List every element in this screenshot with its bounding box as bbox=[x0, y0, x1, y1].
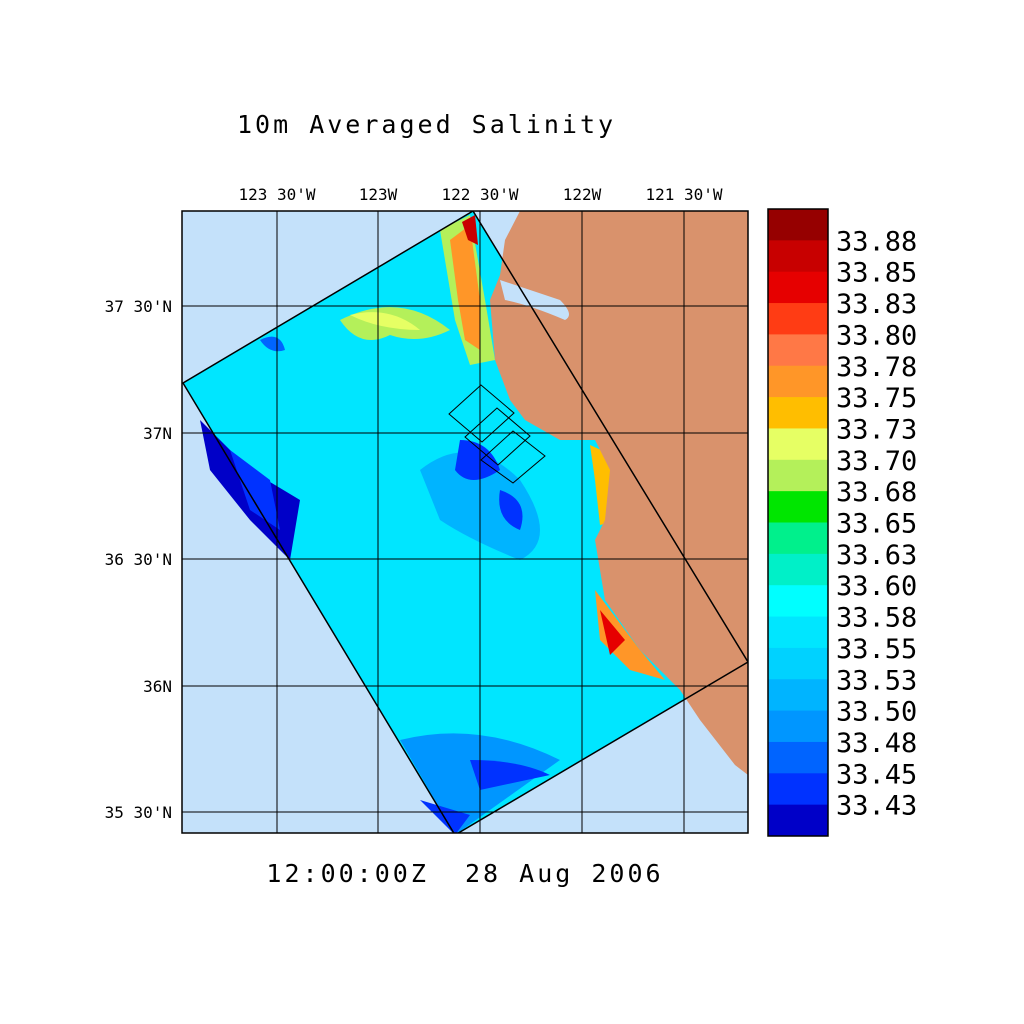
colorbar-swatch bbox=[768, 804, 828, 837]
salinity-features bbox=[200, 215, 665, 833]
latitude-label: 37 30'N bbox=[105, 297, 172, 316]
colorbar-label: 33.43 bbox=[836, 791, 917, 822]
colorbar-label: 33.45 bbox=[836, 759, 917, 790]
colorbar-swatch bbox=[768, 271, 828, 304]
colorbar-swatch bbox=[768, 710, 828, 743]
colorbar-label: 33.63 bbox=[836, 540, 917, 571]
colorbar-swatch bbox=[768, 773, 828, 806]
colorbar-label: 33.75 bbox=[836, 383, 917, 414]
colorbar-label: 33.53 bbox=[836, 665, 917, 696]
colorbar-label: 33.58 bbox=[836, 603, 917, 634]
colorbar-label: 33.68 bbox=[836, 477, 917, 508]
map-area bbox=[182, 211, 748, 833]
longitude-label: 122W bbox=[563, 185, 602, 204]
plot-frame bbox=[181, 210, 749, 834]
colorbar-frame bbox=[767, 208, 829, 837]
colorbar-swatch bbox=[768, 647, 828, 680]
longitude-label: 122 30'W bbox=[441, 185, 518, 204]
nested-boxes bbox=[448, 384, 546, 484]
colorbar-swatch bbox=[768, 585, 828, 618]
colorbar-label: 33.83 bbox=[836, 289, 917, 320]
colorbar-swatch bbox=[768, 522, 828, 555]
colorbar-swatch bbox=[768, 679, 828, 712]
colorbar-swatch bbox=[768, 741, 828, 774]
colorbar-label: 33.70 bbox=[836, 446, 917, 477]
colorbar: 33.8833.8533.8333.8033.7833.7533.7333.70… bbox=[767, 208, 917, 837]
colorbar-label: 33.48 bbox=[836, 728, 917, 759]
colorbar-label: 33.85 bbox=[836, 258, 917, 289]
timestamp: 12:00:00Z 28 Aug 2006 bbox=[266, 859, 663, 888]
bay bbox=[500, 280, 569, 320]
colorbar-label: 33.60 bbox=[836, 571, 917, 602]
colorbar-swatch bbox=[768, 428, 828, 461]
colorbar-swatch bbox=[768, 459, 828, 492]
latitude-label: 36N bbox=[143, 677, 172, 696]
latitude-label: 36 30'N bbox=[105, 550, 172, 569]
colorbar-swatch bbox=[768, 334, 828, 367]
longitude-label: 121 30'W bbox=[645, 185, 722, 204]
colorbar-swatch bbox=[768, 303, 828, 335]
colorbar-label: 33.73 bbox=[836, 414, 917, 445]
colorbar-swatch bbox=[768, 209, 828, 241]
colorbar-label: 33.50 bbox=[836, 697, 917, 728]
colorbar-label: 33.55 bbox=[836, 634, 917, 665]
colorbar-label: 33.78 bbox=[836, 352, 917, 383]
latitude-label: 35 30'N bbox=[105, 803, 172, 822]
colorbar-swatch bbox=[768, 240, 828, 273]
grid bbox=[182, 211, 748, 833]
colorbar-label: 33.80 bbox=[836, 320, 917, 351]
colorbar-swatch bbox=[768, 616, 828, 649]
domain-outline bbox=[182, 211, 748, 833]
colorbar-label: 33.65 bbox=[836, 509, 917, 540]
colorbar-swatch bbox=[768, 365, 828, 398]
longitude-label: 123W bbox=[359, 185, 398, 204]
title: 10m Averaged Salinity bbox=[237, 110, 616, 139]
latitude-label: 37N bbox=[143, 424, 172, 443]
colorbar-label: 33.88 bbox=[836, 226, 917, 257]
longitude-label: 123 30'W bbox=[238, 185, 315, 204]
colorbar-swatch bbox=[768, 491, 828, 523]
colorbar-swatch bbox=[768, 553, 828, 586]
colorbar-swatch bbox=[768, 397, 828, 429]
